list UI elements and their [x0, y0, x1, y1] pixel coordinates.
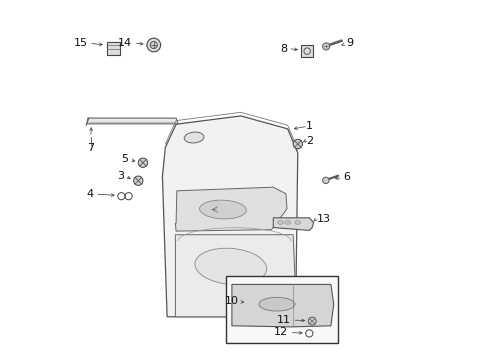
Text: 6: 6 — [343, 172, 350, 183]
Circle shape — [322, 177, 328, 184]
Text: 4: 4 — [87, 189, 94, 199]
Circle shape — [292, 139, 302, 149]
Circle shape — [133, 176, 142, 185]
Text: 10: 10 — [224, 296, 239, 306]
Text: 1: 1 — [305, 121, 312, 131]
Bar — [226, 276, 337, 343]
Ellipse shape — [294, 221, 300, 224]
Text: 14: 14 — [118, 38, 132, 48]
Circle shape — [322, 43, 329, 50]
Circle shape — [138, 158, 147, 167]
Circle shape — [150, 41, 157, 49]
Text: 13: 13 — [316, 213, 330, 224]
Ellipse shape — [195, 248, 266, 285]
Ellipse shape — [258, 297, 294, 311]
Polygon shape — [273, 218, 313, 230]
Bar — [301, 45, 312, 57]
Text: 5: 5 — [122, 154, 128, 164]
Polygon shape — [87, 118, 178, 124]
Polygon shape — [162, 116, 297, 317]
Text: 11: 11 — [277, 315, 291, 325]
Text: 2: 2 — [305, 136, 312, 146]
Polygon shape — [175, 235, 294, 317]
Ellipse shape — [184, 132, 203, 143]
Ellipse shape — [199, 200, 246, 219]
Text: 8: 8 — [279, 44, 286, 54]
Polygon shape — [231, 284, 333, 327]
Circle shape — [146, 38, 160, 52]
Ellipse shape — [284, 221, 290, 224]
Text: 9: 9 — [346, 38, 352, 48]
Ellipse shape — [277, 221, 283, 224]
Bar — [106, 42, 120, 55]
Circle shape — [307, 317, 316, 325]
Text: 12: 12 — [274, 327, 288, 337]
Text: 15: 15 — [74, 38, 88, 48]
Text: 7: 7 — [87, 143, 94, 153]
Polygon shape — [175, 187, 286, 231]
Text: 3: 3 — [117, 171, 123, 181]
